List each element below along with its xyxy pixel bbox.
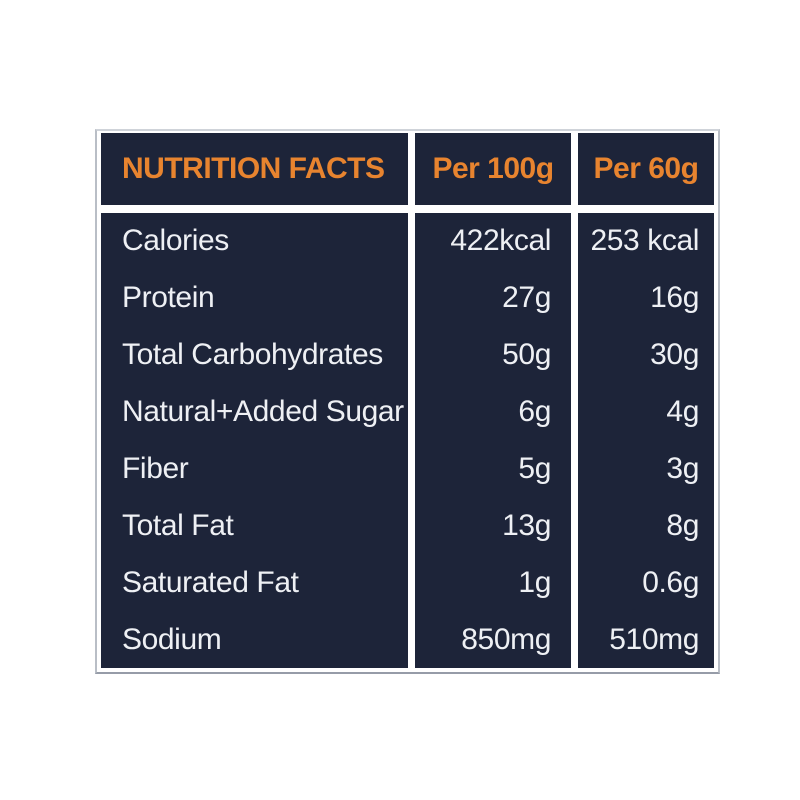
row-label: Total Carbohydrates [122,338,383,372]
row-value-per-100g: 27g [502,281,551,315]
per-100g-values-column: 422kcal 27g 50g 6g 5g 13g 1g 850mg [415,213,571,668]
row-label: Protein [122,281,215,315]
column-header-per-100g: Per 100g [415,133,571,205]
row-value-per-100g: 850mg [461,622,551,656]
row-value-per-60g: 16g [650,281,699,315]
row-label: Total Fat [122,508,234,542]
row-value-per-60g: 0.6g [642,565,699,599]
row-label: Fiber [122,451,189,485]
column-header-per-60g: Per 60g [578,133,714,205]
nutrient-labels-column: Calories Protein Total Carbohydrates Natura… [101,213,408,668]
row-label: Calories [122,224,229,258]
nutrition-table-grid: NUTRITION FACTS Per 100g Per 60g Calorie… [101,133,714,668]
row-value-per-60g: 4g [666,395,699,429]
row-label: Sodium [122,622,222,656]
row-value-per-60g: 510mg [609,622,699,656]
row-value-per-60g: 3g [666,451,699,485]
row-value-per-100g: 13g [502,508,551,542]
row-value-per-100g: 1g [518,565,551,599]
row-value-per-100g: 422kcal [450,224,551,258]
row-label: Saturated Fat [122,565,299,599]
row-value-per-60g: 253 kcal [590,224,699,258]
row-value-per-100g: 5g [518,451,551,485]
row-value-per-60g: 8g [666,508,699,542]
table-title: NUTRITION FACTS [101,133,408,205]
row-value-per-100g: 6g [518,395,551,429]
row-value-per-100g: 50g [502,338,551,372]
nutrition-facts-table: NUTRITION FACTS Per 100g Per 60g Calorie… [95,129,720,674]
per-60g-values-column: 253 kcal 16g 30g 4g 3g 8g 0.6g 510mg [578,213,714,668]
row-label: Natural+Added Sugar [122,395,404,429]
row-value-per-60g: 30g [650,338,699,372]
